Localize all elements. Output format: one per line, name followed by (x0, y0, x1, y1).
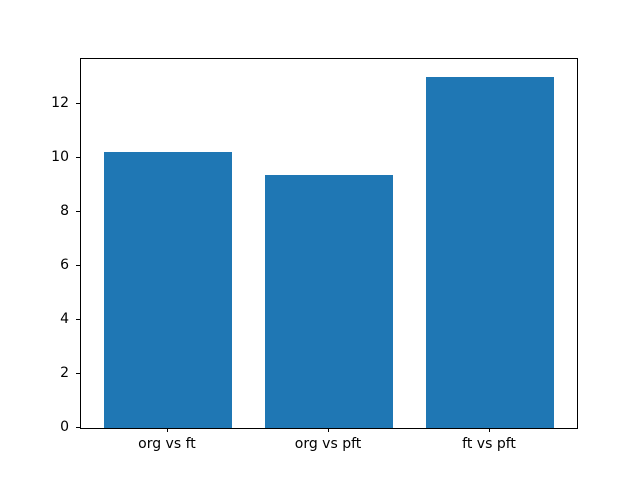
x-tick-mark (328, 428, 329, 432)
y-tick-label: 10 (51, 148, 69, 165)
y-tick-mark (76, 102, 80, 104)
y-tick-label: 8 (60, 202, 69, 219)
x-tick-mark (166, 428, 168, 432)
bar-org-vs-ft (103, 152, 233, 428)
plot-area (80, 58, 578, 429)
y-tick-label: 6 (60, 256, 69, 273)
y-tick-label: 0 (60, 419, 69, 435)
bar-ft-vs-pft (425, 76, 555, 428)
x-tick-label: org vs pft (294, 436, 362, 452)
y-tick-label: 12 (51, 94, 69, 111)
bar-org-vs-pft (264, 175, 394, 428)
y-tick-mark (76, 372, 80, 374)
x-tick-mark (489, 428, 491, 432)
y-tick-mark (76, 210, 80, 212)
y-tick-mark (76, 427, 80, 428)
x-tick-label: org vs ft (138, 436, 196, 452)
y-tick-mark (76, 264, 80, 266)
y-tick-mark (76, 318, 80, 320)
x-tick-label: ft vs pft (462, 436, 516, 452)
y-tick-label: 4 (60, 310, 69, 327)
y-tick-label: 2 (60, 364, 69, 381)
y-tick-mark (76, 156, 80, 158)
